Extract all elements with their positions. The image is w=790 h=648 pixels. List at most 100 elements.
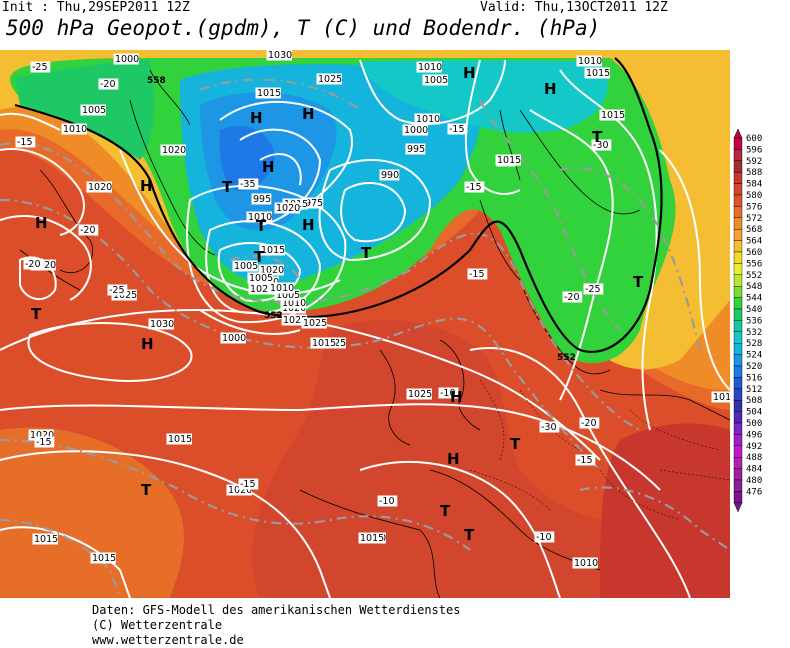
legend-swatch	[733, 388, 743, 401]
low-pressure-center: T	[31, 305, 42, 323]
isobar-label-box	[90, 552, 116, 564]
valid-time-label: Valid: Thu,13OCT2011 12Z	[480, 0, 668, 15]
data-source-line: Daten: GFS-Modell des amerikanischen Wet…	[92, 603, 461, 617]
legend-swatch	[733, 342, 743, 355]
coastlines	[19, 69, 730, 598]
isotherm-label-box	[583, 283, 604, 295]
legend-swatch	[733, 137, 743, 150]
legend-swatch	[733, 365, 743, 378]
legend-swatch	[733, 251, 743, 264]
low-pressure-center: T	[592, 128, 603, 146]
isobar-label: 1000	[404, 125, 428, 136]
weather-map: 1000103010251015100510101020102010201025…	[0, 50, 730, 598]
isotherm-label: -35	[240, 179, 256, 190]
isotherm-label-box	[15, 136, 36, 148]
legend-tick-label: 588	[746, 168, 762, 178]
isotherm-label-box	[575, 454, 596, 466]
isobar-label: 1015	[92, 553, 116, 564]
isobar-label-box	[414, 113, 440, 125]
color-legend: 6005965925885845805765725685645605565525…	[733, 128, 762, 513]
isobar-label-box	[80, 104, 106, 116]
legend-tick-label: 476	[746, 487, 762, 497]
legend-tick-label: 524	[746, 351, 762, 361]
legend-arrow-top	[733, 128, 743, 139]
low-pressure-center: T	[361, 244, 372, 262]
high-pressure-center: H	[302, 105, 315, 123]
isobar-label-box	[274, 202, 300, 214]
isobar-label-box	[28, 429, 54, 441]
isobar-label: 1005	[276, 290, 300, 301]
legend-swatch	[733, 320, 743, 332]
isotherm-label: -20	[564, 292, 580, 303]
legend-swatch	[733, 285, 743, 298]
isotherm-label: -10	[379, 496, 395, 507]
isotherm-label-box	[98, 78, 119, 90]
isotherm-label-box	[447, 123, 468, 135]
legend-tick-label: 592	[746, 157, 762, 167]
legend-tick-label: 564	[746, 237, 762, 247]
isobar-label: 1015	[497, 155, 521, 166]
isobar-label-box	[379, 169, 400, 181]
isotherm-label: -30	[541, 422, 557, 433]
legend-tick-label: 600	[746, 134, 762, 144]
legend-swatch	[733, 308, 743, 321]
legend-swatch	[733, 240, 743, 253]
isobar-label-box	[266, 50, 292, 61]
isobar-label-box	[226, 484, 252, 496]
legend-tick-label: 488	[746, 453, 762, 463]
isobar-label: 1015	[312, 338, 336, 349]
isotherm-label: -25	[585, 284, 601, 295]
legend-tick-label: 484	[746, 465, 762, 475]
high-pressure-center: H	[544, 80, 557, 98]
isobar-label: 1015	[586, 68, 610, 79]
legend-swatch	[733, 183, 743, 196]
isobar-label-box	[255, 87, 281, 99]
isobar-label: 1025	[303, 318, 327, 329]
isotherm-label-box	[238, 478, 259, 490]
legend-tick-label: 560	[746, 248, 762, 258]
copyright-line: (C) Wetterzentrale	[92, 618, 223, 632]
isobar-label: 990	[381, 170, 399, 181]
legend-swatch	[733, 160, 743, 173]
isotherm-label: -15	[17, 137, 33, 148]
isotherm-label-box	[467, 268, 488, 280]
legend-tick-label: 496	[746, 430, 762, 440]
isotherm-label-box	[438, 387, 459, 399]
legend-swatch	[733, 491, 743, 503]
isotherm-label: -20	[25, 259, 41, 270]
isotherm-label-box	[238, 178, 259, 190]
legend-swatch	[733, 354, 743, 367]
legend-swatch	[733, 228, 743, 241]
legend-swatch	[733, 468, 743, 481]
legend-tick-label: 584	[746, 180, 762, 190]
isobar-label: 1000	[115, 54, 139, 65]
isobar-label: 1010	[248, 212, 272, 223]
legend-swatch	[733, 445, 743, 458]
isotherm-label: -15	[36, 437, 52, 448]
isobar-label-box	[86, 181, 112, 193]
isobar-label-box	[274, 289, 300, 301]
geopotential-label: 552	[264, 311, 283, 321]
legend-swatch	[733, 217, 743, 230]
legend-swatch	[733, 297, 743, 310]
isobar-label: 995	[407, 144, 425, 155]
isotherm-label-box	[591, 139, 612, 151]
legend-tick-label: 568	[746, 225, 762, 235]
low-pressure-center: T	[633, 273, 644, 291]
legend-tick-label: 528	[746, 339, 762, 349]
isobar-label: 1020	[30, 430, 54, 441]
isobar-label: 1015	[168, 434, 192, 445]
isobar-label: 1020	[32, 260, 56, 271]
legend-swatch	[733, 479, 743, 492]
isobar-label-box	[281, 314, 307, 326]
isobar-label-box	[402, 124, 428, 136]
isobar-label: 1020	[88, 182, 112, 193]
isobar-label: 1030	[268, 50, 292, 61]
low-pressure-center: T	[254, 248, 265, 266]
legend-swatch	[733, 194, 743, 207]
isobar-label: 1010	[418, 62, 442, 73]
isobar-label: 1005	[82, 105, 106, 116]
legend-swatch	[733, 263, 743, 275]
isotherm-label-box	[534, 531, 555, 543]
high-pressure-center: H	[447, 450, 460, 468]
